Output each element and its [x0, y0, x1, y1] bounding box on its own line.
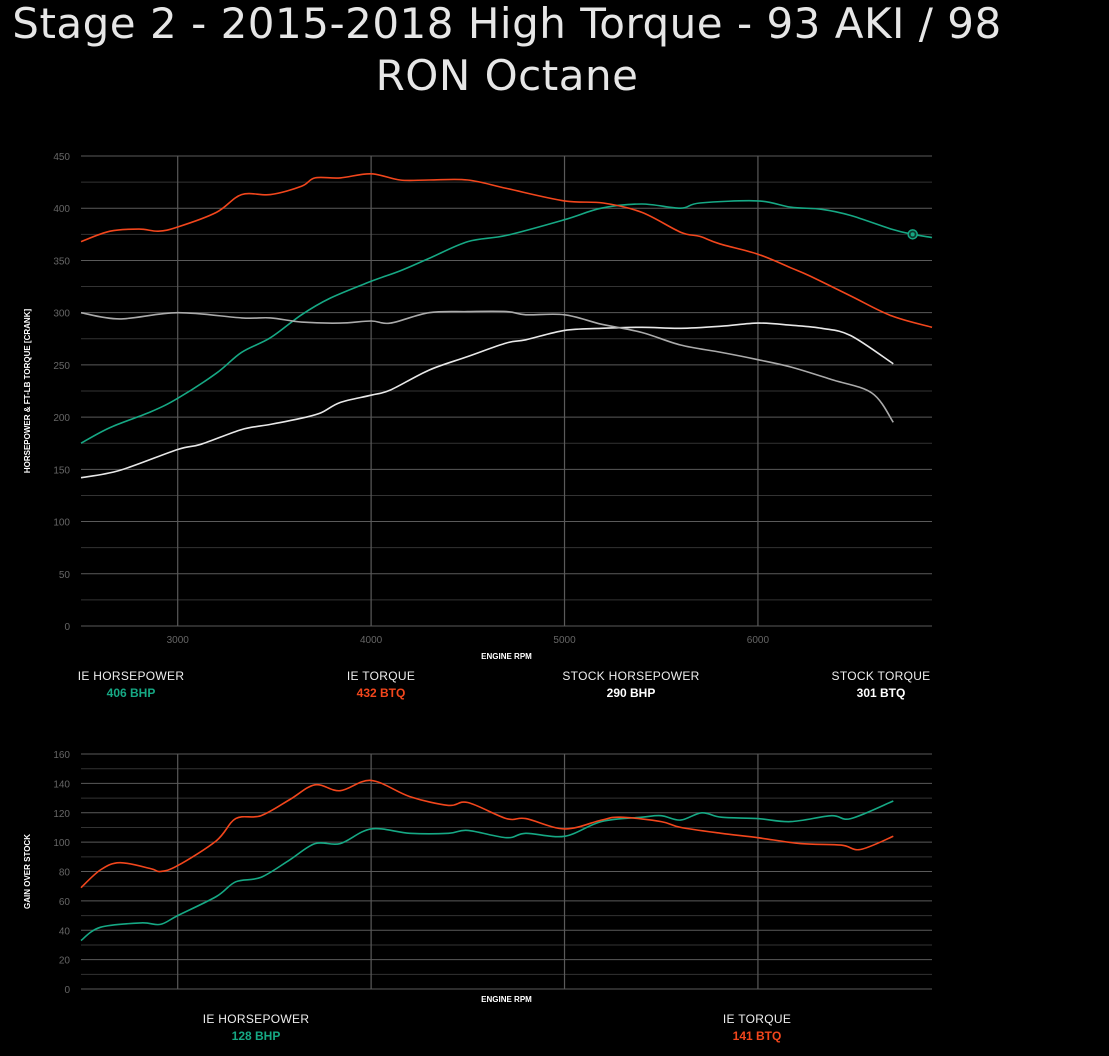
legend-label: STOCK HORSEPOWER [562, 669, 700, 683]
y-tick-label: 0 [64, 985, 70, 996]
legend-label: IE TORQUE [722, 1012, 792, 1026]
y-tick-label: 400 [53, 204, 70, 215]
legend-value: 432 BTQ [356, 686, 406, 700]
y-tick-label: 350 [53, 256, 70, 267]
y-tick-label: 100 [53, 838, 70, 849]
x-tick-label: 3000 [167, 635, 190, 646]
legend-value: 301 BTQ [856, 686, 906, 700]
legend-value: 141 BTQ [732, 1029, 782, 1043]
y-tick-label: 20 [59, 956, 71, 967]
page-title: Stage 2 - 2015-2018 High Torque - 93 AKI… [12, 0, 1002, 100]
y-tick-label: 100 [53, 518, 70, 529]
series-line-stock-horsepower [80, 322, 894, 479]
y-tick-label: 40 [59, 926, 71, 937]
legend-label: IE TORQUE [346, 669, 416, 683]
y-tick-label: 160 [53, 750, 70, 761]
y-axis-label: HORSEPOWER & FT-LB TORQUE [CRANK] [23, 309, 32, 474]
legend-gain-torque: IE TORQUE 141 BTQ [657, 1012, 857, 1043]
legend-value: 290 BHP [606, 686, 656, 700]
chart-1: 0 50 100 150 200 250 300 350 400 450 3000 4000 5000 6… [23, 152, 933, 661]
series-line-ie-horsepower [80, 800, 894, 942]
x-tick-label: 4000 [360, 635, 383, 646]
legend-ie-torque: IE TORQUE 432 BTQ [281, 669, 481, 700]
y-tick-label: 80 [59, 868, 71, 879]
y-tick-label: 200 [53, 413, 70, 424]
legend-value: 128 BHP [231, 1029, 281, 1043]
x-axis-label: ENGINE RPM [481, 995, 532, 1004]
legend-label: IE HORSEPOWER [77, 669, 185, 683]
y-tick-label: 450 [53, 152, 70, 163]
legend-label: IE HORSEPOWER [202, 1012, 310, 1026]
x-axis-label: ENGINE RPM [481, 652, 532, 661]
y-tick-label: 120 [53, 809, 70, 820]
y-tick-label: 250 [53, 361, 70, 372]
legend-value: 406 BHP [106, 686, 156, 700]
y-tick-label: 60 [59, 897, 71, 908]
legend-ie-horsepower: IE HORSEPOWER 406 BHP [31, 669, 231, 700]
legend-stock-torque: STOCK TORQUE 301 BTQ [781, 669, 981, 700]
series-line-ie-torque [80, 779, 894, 889]
legend-gain-horsepower: IE HORSEPOWER 128 BHP [156, 1012, 356, 1043]
chart-2: 0 20 40 60 80 100 120 140 160 ENGINE RPM GAIN OVER… [23, 750, 932, 1004]
y-tick-label: 150 [53, 465, 70, 476]
y-axis-label: GAIN OVER STOCK [23, 834, 32, 909]
y-tick-label: 140 [53, 779, 70, 790]
y-tick-label: 50 [59, 570, 71, 581]
y-tick-label: 0 [64, 622, 70, 633]
legend-label: STOCK TORQUE [831, 669, 931, 683]
hover-marker-dot [910, 232, 915, 237]
y-tick-label: 300 [53, 309, 70, 320]
x-tick-label: 6000 [747, 635, 770, 646]
legend-stock-horsepower: STOCK HORSEPOWER 290 BHP [531, 669, 731, 700]
series-line-ie-horsepower [80, 199, 933, 444]
x-tick-label: 5000 [553, 635, 576, 646]
series-line-stock-torque [80, 310, 894, 423]
series-line-ie-torque [80, 172, 933, 329]
